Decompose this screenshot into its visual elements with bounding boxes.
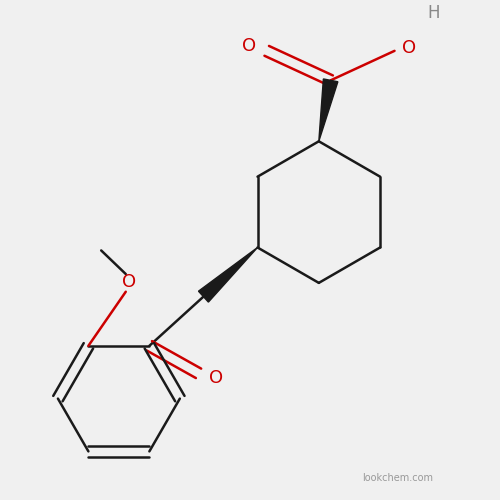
Text: O: O	[209, 370, 224, 388]
Polygon shape	[319, 79, 338, 142]
Text: lookchem.com: lookchem.com	[362, 472, 433, 482]
Text: O: O	[402, 39, 416, 57]
Polygon shape	[198, 248, 258, 302]
Text: O: O	[122, 273, 136, 291]
Text: H: H	[428, 4, 440, 22]
Text: O: O	[242, 37, 256, 55]
